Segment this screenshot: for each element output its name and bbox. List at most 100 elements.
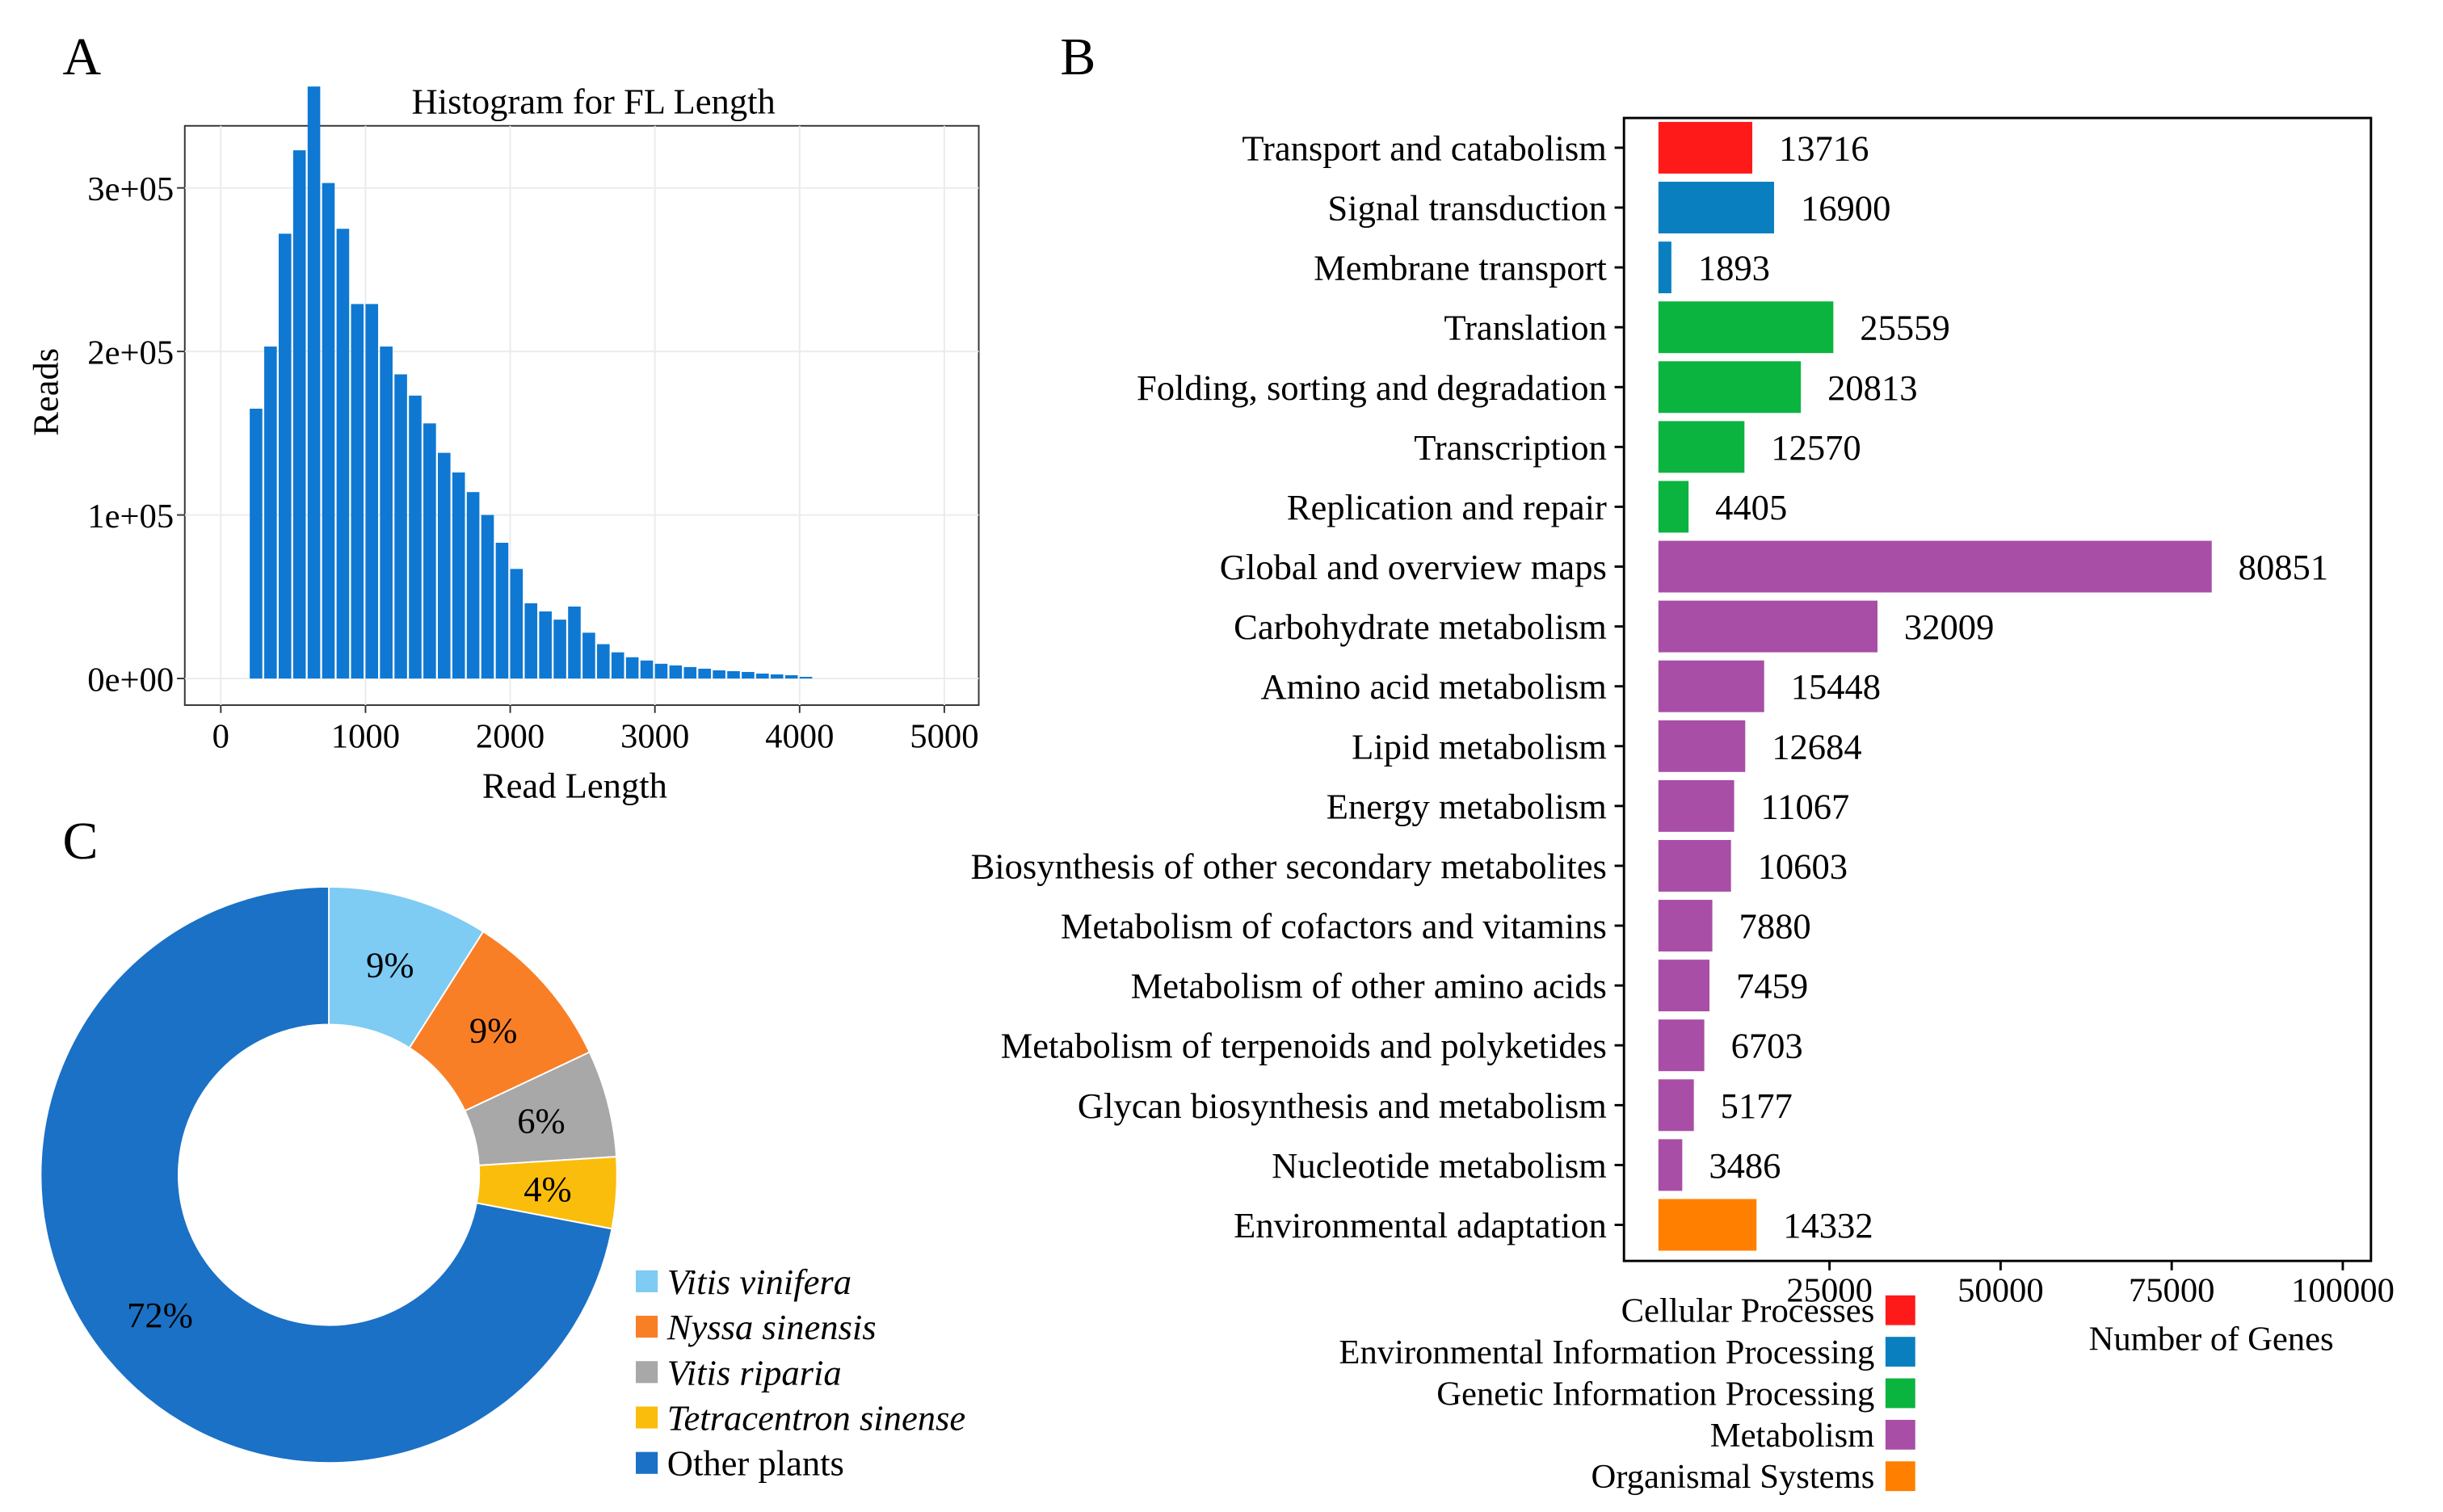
kegg-value-label: 32009 [1904,607,1994,647]
histogram-panel: Histogram for FL Length 0 1000 2000 3000 400… [26,81,980,805]
panel-label-b: B [1060,27,1095,86]
histogram-bar [727,670,740,679]
kegg-legend-swatch [1885,1419,1915,1450]
kegg-bar [1658,1079,1694,1132]
kegg-bars: Transport and catabolism 13716 Signal tran… [970,121,2328,1251]
histogram-bar [756,673,769,679]
kegg-panel: Transport and catabolism 13716 Signal tran… [970,116,2395,1496]
histogram-bar [351,304,364,679]
donut-slice [40,885,613,1464]
donut-legend-swatch [636,1451,658,1474]
kegg-value-label: 4405 [1715,487,1787,527]
donut-legend-label: Other plants [667,1443,844,1484]
kegg-value-label: 3486 [1709,1145,1781,1186]
kegg-category-label: Metabolism of terpenoids and polyketides [1001,1026,1607,1066]
histogram-bar [264,346,277,679]
histogram-bar [336,229,350,679]
panel-label-a: A [63,27,102,86]
kegg-category-label: Folding, sorting and degradation [1137,368,1607,408]
kegg-legend-label: Environmental Information Processing [1339,1334,1874,1371]
histogram-bar [250,408,263,679]
histogram-bar [799,677,813,679]
kegg-value-label: 7880 [1739,906,1811,947]
histogram-bar [553,620,566,679]
kegg-bar [1658,1019,1705,1072]
kegg-legend: Cellular Processes Environmental Informat… [1339,1292,1915,1496]
histogram-x-tick-label: 2000 [476,717,545,755]
histogram-x-tick-label: 1000 [331,717,400,755]
kegg-category-label: Translation [1444,308,1606,348]
donut-percent-label: 9% [469,1010,517,1051]
donut-slices: 9% 9% 6% 4% 72% [40,885,618,1464]
histogram-y-tick-label: 0e+00 [87,662,174,699]
kegg-value-label: 12684 [1772,726,1861,766]
histogram-bar [322,183,335,679]
histogram-bar [481,514,494,679]
kegg-bar [1658,301,1834,354]
kegg-category-label: Metabolism of other amino acids [1131,966,1607,1006]
kegg-legend-label: Metabolism [1710,1417,1875,1455]
kegg-category-label: Lipid metabolism [1352,726,1607,766]
species-donut-panel: 9% 9% 6% 4% 72% Vitis vinifera Nyssa sinensis… [40,885,965,1484]
histogram-bar [278,233,292,679]
kegg-x-tick-label: 50000 [1957,1272,2044,1310]
kegg-bar [1658,1139,1683,1191]
kegg-x-tick-label: 25000 [1786,1272,1873,1310]
donut-legend-swatch [636,1361,658,1384]
histogram-bar [495,543,509,679]
kegg-category-label: Metabolism of cofactors and vitamins [1061,906,1607,947]
donut-percent-label: 9% [366,944,414,985]
histogram-x-axis-label: Read Length [482,765,667,805]
kegg-value-label: 5177 [1721,1086,1793,1126]
kegg-category-label: Replication and repair [1287,487,1607,527]
kegg-bar [1658,960,1710,1012]
histogram-bar [524,603,538,679]
histogram-bar [510,569,524,679]
histogram-bar [582,632,595,679]
kegg-value-label: 11067 [1761,786,1850,826]
histogram-bar [307,86,321,679]
histogram-bar [742,671,755,679]
kegg-x-ticks: 25000 50000 75000 100000 [1786,1261,2395,1310]
kegg-value-label: 12570 [1771,427,1861,468]
histogram-bar [597,644,610,679]
histogram-x-ticks: 0 1000 2000 3000 4000 5000 [212,704,979,755]
kegg-legend-label: Cellular Processes [1621,1292,1875,1330]
kegg-category-label: Energy metabolism [1327,786,1607,826]
histogram-bar [365,304,379,679]
donut-percent-label: 4% [524,1169,571,1209]
histogram-bar [466,492,480,679]
histogram-bar [770,674,784,679]
kegg-value-label: 13716 [1779,128,1869,168]
kegg-legend-label: Organismal Systems [1591,1458,1874,1496]
histogram-y-axis-label: Reads [26,348,66,436]
histogram-bar [568,606,581,679]
kegg-bar [1658,1199,1757,1251]
kegg-bar [1658,481,1689,533]
kegg-bar [1658,182,1774,233]
donut-legend-label: Nyssa sinensis [666,1307,877,1347]
histogram-bar [698,668,711,679]
histogram-bar [409,395,422,679]
kegg-category-label: Carbohydrate metabolism [1234,607,1607,647]
kegg-value-label: 14332 [1783,1205,1873,1245]
kegg-category-label: Nucleotide metabolism [1272,1145,1607,1186]
donut-percent-label: 72% [127,1295,193,1335]
kegg-category-label: Signal transduction [1327,188,1606,229]
histogram-bar [394,374,407,679]
donut-legend-swatch [636,1406,658,1429]
histogram-bar [713,670,725,679]
kegg-value-label: 20813 [1827,368,1917,408]
histogram-bar [539,611,552,679]
histogram-y-tick-label: 2e+05 [87,334,174,372]
donut-legend-label: Vitis riparia [667,1352,842,1392]
kegg-category-label: Transcription [1414,427,1607,468]
kegg-bar [1658,421,1745,473]
kegg-value-label: 16900 [1801,188,1890,229]
kegg-value-label: 10603 [1758,846,1848,886]
kegg-bar [1658,720,1746,772]
kegg-value-label: 25559 [1860,308,1949,348]
kegg-bar [1658,839,1731,892]
histogram-bar [611,652,624,679]
